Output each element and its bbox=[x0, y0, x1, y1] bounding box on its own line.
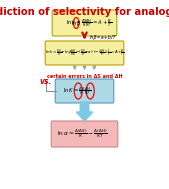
Text: $-\frac{\Delta H}{RT}$: $-\frac{\Delta H}{RT}$ bbox=[80, 85, 92, 97]
FancyBboxPatch shape bbox=[45, 41, 124, 65]
Text: $- \frac{\Delta H}{RT} = A + \frac{B}{T}$: $- \frac{\Delta H}{RT} = A + \frac{B}{T}… bbox=[81, 17, 113, 29]
Text: vs.: vs. bbox=[40, 77, 52, 85]
Polygon shape bbox=[76, 102, 93, 121]
Text: Prediction of selectivity for analogues: Prediction of selectivity for analogues bbox=[0, 7, 169, 17]
Text: $\ln\alpha = \frac{\Delta(\Delta S)}{R} - \frac{\Delta(\Delta H)}{RT}$: $\ln\alpha = \frac{\Delta(\Delta S)}{R} … bbox=[57, 128, 108, 140]
Text: $\ln k{=}\frac{\Delta S}{R}{-}\ln\beta\frac{\Delta H}{RS}{-}(\frac{\Delta S}{R}{: $\ln k{=}\frac{\Delta S}{R}{-}\ln\beta\f… bbox=[45, 47, 124, 59]
Text: $\ln\beta$: $\ln\beta$ bbox=[71, 19, 82, 28]
Text: lnβ=a+b/T: lnβ=a+b/T bbox=[90, 36, 116, 40]
Text: certain errors in ΔS and ΔH: certain errors in ΔS and ΔH bbox=[47, 74, 122, 80]
Text: $\ln K = \frac{\Delta S}{R}$: $\ln K = \frac{\Delta S}{R}$ bbox=[63, 85, 86, 97]
Text: $\ln k = \frac{\Delta S}{R}$: $\ln k = \frac{\Delta S}{R}$ bbox=[66, 17, 88, 29]
FancyBboxPatch shape bbox=[55, 79, 114, 103]
FancyBboxPatch shape bbox=[51, 121, 118, 147]
FancyBboxPatch shape bbox=[52, 10, 117, 36]
